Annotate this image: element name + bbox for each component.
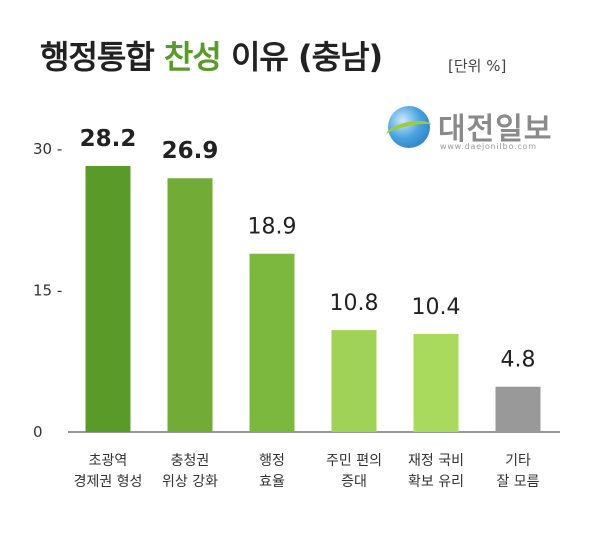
title-prefix: 행정통합 (40, 38, 164, 76)
category-label: 충청권 (171, 453, 210, 469)
bar (249, 253, 295, 432)
category-label: 주민 편의 (326, 453, 382, 469)
category-label: 기타 (505, 453, 531, 469)
value-label: 10.4 (412, 295, 461, 320)
value-label: 18.9 (248, 215, 297, 240)
publisher-logo: 대전일보 www.daejonilbo.com (384, 104, 558, 154)
category-label: 효율 (259, 474, 285, 490)
y-tick-label: 30 - (33, 140, 62, 158)
bar (413, 333, 459, 432)
bar (85, 165, 131, 433)
value-label: 10.8 (330, 291, 379, 316)
chart-title: 행정통합 찬성 이유 (충남) (40, 32, 383, 78)
category-label: 경제권 형성 (74, 474, 143, 490)
logo-name: 대전일보 (438, 112, 553, 147)
bar (495, 386, 541, 432)
category-label: 잘 모름 (496, 474, 539, 490)
bar (331, 330, 377, 432)
category-label: 초광역 (89, 453, 128, 469)
category-label: 위상 강화 (162, 474, 218, 490)
category-label: 확보 유리 (408, 474, 464, 490)
globe-icon (388, 106, 430, 148)
y-tick-label: 15 - (33, 282, 62, 300)
category-label: 증대 (341, 474, 367, 490)
bar (167, 178, 213, 432)
value-label: 28.2 (80, 126, 137, 152)
value-label: 4.8 (501, 348, 536, 373)
value-label: 26.9 (162, 138, 219, 164)
category-label: 행정 (259, 453, 285, 469)
y-tick-label: 0 (33, 423, 43, 441)
category-label: 재정 국비 (408, 453, 464, 469)
logo-url: www.daejonilbo.com (440, 142, 537, 151)
unit-label: [단위 %] (448, 57, 507, 75)
title-accent: 찬성 (163, 38, 222, 76)
title-suffix: 이유 (충남) (220, 38, 383, 76)
